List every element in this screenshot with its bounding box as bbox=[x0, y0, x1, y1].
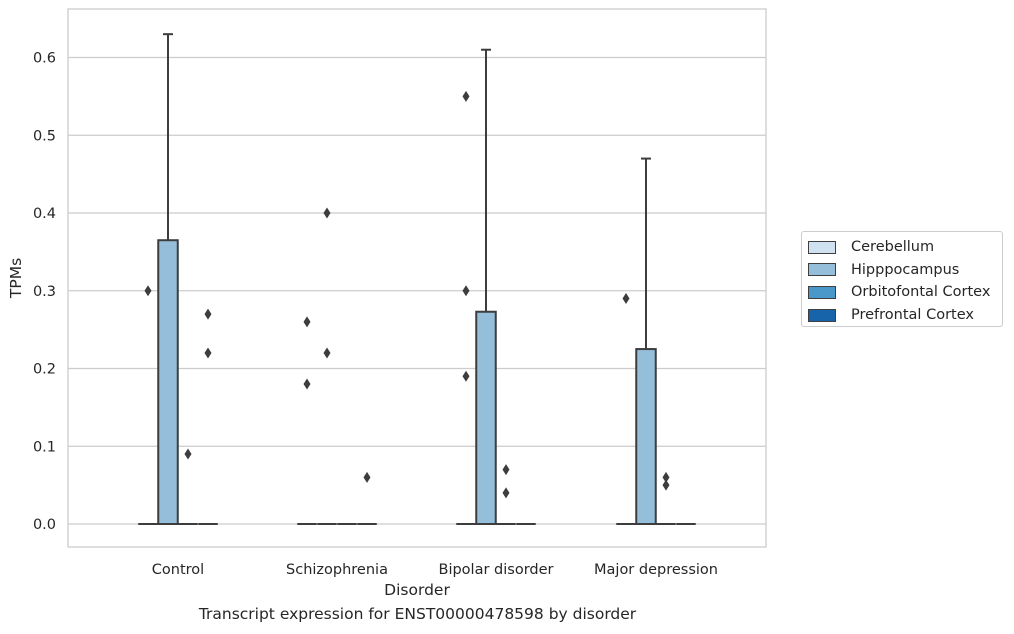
y-tick-label: 0.0 bbox=[33, 517, 56, 533]
box-orbitofontal-cortex bbox=[656, 471, 676, 525]
box-marks bbox=[138, 33, 696, 525]
box-cerebellum bbox=[456, 90, 476, 525]
box-body bbox=[635, 348, 657, 525]
outlier-point bbox=[303, 316, 311, 328]
box-body bbox=[157, 239, 179, 525]
x-tick-label: Major depression bbox=[594, 562, 718, 578]
box-prefrontal-cortex bbox=[357, 471, 377, 525]
box-cerebellum bbox=[138, 285, 158, 525]
outlier-point bbox=[363, 471, 371, 483]
outlier-point bbox=[204, 308, 212, 320]
y-axis-label: TPMs bbox=[7, 258, 25, 299]
box-orbitofontal-cortex bbox=[496, 464, 516, 525]
legend-swatch bbox=[808, 240, 836, 254]
legend-item: Orbitofontal Cortex bbox=[808, 281, 1002, 304]
y-tick-label: 0.4 bbox=[33, 206, 56, 222]
box-hipppocampus bbox=[317, 207, 337, 525]
x-axis-label: Disorder bbox=[384, 581, 450, 599]
outlier-point bbox=[323, 347, 331, 359]
box-hipppocampus bbox=[635, 157, 657, 525]
legend-item: Prefrontal Cortex bbox=[808, 304, 1002, 327]
box-prefrontal-cortex bbox=[198, 308, 218, 525]
legend-swatch bbox=[808, 285, 836, 299]
legend: Cerebellum Hipppocampus Orbitofontal Corte… bbox=[801, 231, 1003, 327]
outlier-point bbox=[462, 90, 470, 102]
box-cerebellum bbox=[616, 293, 636, 525]
outlier-point bbox=[184, 448, 192, 460]
x-tick-label: Control bbox=[152, 562, 204, 578]
box-hipppocampus bbox=[157, 33, 179, 525]
y-axis-ticks: 0.0 0.1 0.2 0.3 0.4 0.5 0.6 bbox=[33, 51, 56, 534]
legend-label: Hipppocampus bbox=[851, 261, 960, 278]
outlier-point bbox=[303, 378, 311, 390]
y-tick-label: 0.5 bbox=[33, 128, 56, 144]
y-tick-label: 0.1 bbox=[33, 439, 56, 455]
legend-swatch bbox=[808, 263, 836, 277]
box-cerebellum bbox=[297, 316, 317, 525]
legend-item: Cerebellum bbox=[808, 236, 1002, 259]
outlier-point bbox=[502, 464, 510, 476]
outlier-point bbox=[323, 207, 331, 219]
outlier-point bbox=[622, 293, 630, 305]
x-axis-ticks: Control Schizophrenia Bipolar disorder Majo… bbox=[152, 562, 718, 578]
chart-caption: Transcript expression for ENST0000047859… bbox=[198, 605, 637, 623]
plot-frame bbox=[67, 8, 767, 548]
legend-swatch bbox=[808, 308, 836, 322]
legend-item: Hipppocampus bbox=[808, 259, 1002, 282]
outlier-point bbox=[662, 471, 670, 483]
legend-label: Orbitofontal Cortex bbox=[851, 284, 991, 301]
y-tick-label: 0.2 bbox=[33, 362, 56, 378]
outlier-point bbox=[144, 285, 152, 297]
outlier-point bbox=[662, 479, 670, 491]
box-orbitofontal-cortex bbox=[178, 448, 198, 525]
outlier-point bbox=[204, 347, 212, 359]
box-body bbox=[475, 310, 497, 525]
legend-label: Prefrontal Cortex bbox=[851, 307, 974, 324]
outlier-point bbox=[462, 370, 470, 382]
outlier-point bbox=[462, 285, 470, 297]
x-tick-label: Schizophrenia bbox=[286, 562, 388, 578]
outlier-point bbox=[502, 487, 510, 499]
legend-label: Cerebellum bbox=[851, 239, 935, 256]
y-tick-label: 0.6 bbox=[33, 51, 56, 67]
grid-lines bbox=[68, 56, 766, 525]
box-hipppocampus bbox=[475, 48, 497, 525]
x-tick-label: Bipolar disorder bbox=[439, 562, 554, 578]
y-tick-label: 0.3 bbox=[33, 284, 56, 300]
